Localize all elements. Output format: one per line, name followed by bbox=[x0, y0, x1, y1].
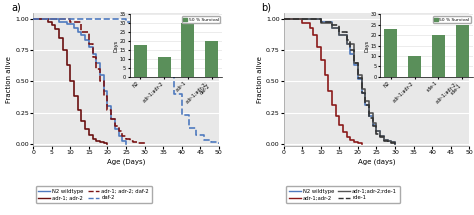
Text: a): a) bbox=[11, 2, 21, 12]
Y-axis label: Fraction alive: Fraction alive bbox=[257, 56, 263, 103]
X-axis label: Age (days): Age (days) bbox=[358, 158, 395, 165]
Legend: N2 wildtype, adr-1;adr-2, adr-1;adr-2;rde-1, rde-1: N2 wildtype, adr-1;adr-2, adr-1;adr-2;rd… bbox=[286, 186, 400, 203]
X-axis label: Age (Days): Age (Days) bbox=[107, 158, 145, 165]
Legend: N2 wildtype, adr-1; adr-2, adr-1; adr-2; daf-2, daf-2: N2 wildtype, adr-1; adr-2, adr-1; adr-2;… bbox=[36, 186, 152, 203]
Text: b): b) bbox=[262, 2, 272, 12]
Y-axis label: Fraction alive: Fraction alive bbox=[7, 56, 12, 103]
